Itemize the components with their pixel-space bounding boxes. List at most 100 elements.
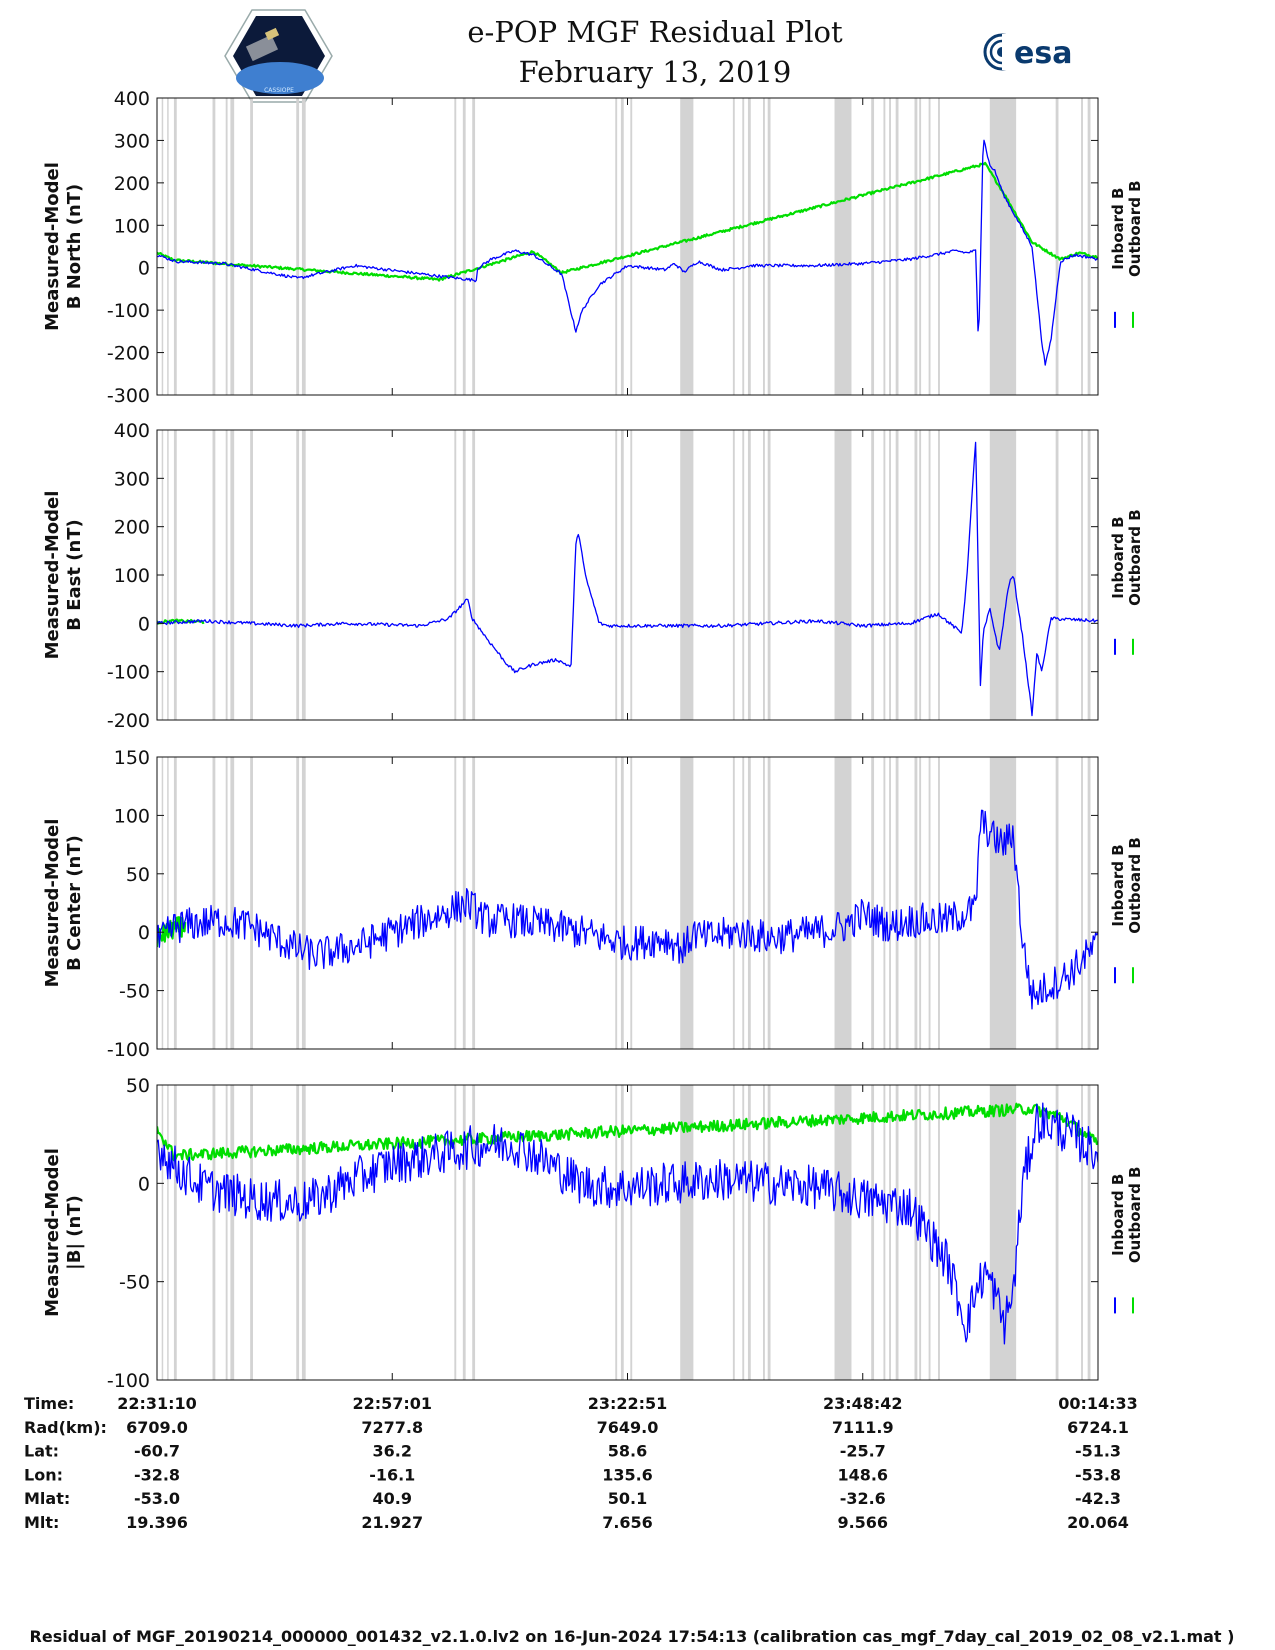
y-tick-label: -100 — [107, 662, 150, 684]
ephemeris-value: 40.9 — [373, 1489, 412, 1508]
y-axis-label-line2: B North (nT) — [64, 184, 85, 310]
gap-band — [834, 98, 852, 395]
gap-band — [914, 430, 918, 720]
y-tick-label: 150 — [114, 747, 150, 769]
gap-band — [1055, 757, 1059, 1049]
y-tick-label: 400 — [114, 420, 150, 442]
gap-band — [871, 1085, 875, 1380]
y-tick-label: 50 — [126, 1075, 150, 1097]
gap-band — [938, 1085, 940, 1380]
gap-band — [230, 757, 235, 1049]
data-gaps — [161, 757, 1091, 1049]
gap-band — [615, 98, 618, 395]
legend-inboard-label: Inboard B — [1109, 1174, 1127, 1256]
gap-band — [630, 430, 633, 720]
gap-band — [173, 98, 177, 395]
gap-band — [680, 430, 694, 720]
gap-band — [747, 430, 751, 720]
gap-band — [889, 1085, 891, 1380]
header: CASSIOPE e-POP MGF Residual Plot Februar… — [224, 9, 1072, 103]
ephemeris-value: 6709.0 — [126, 1418, 188, 1437]
gap-band — [620, 98, 624, 395]
legend-outboard-label: Outboard B — [1126, 837, 1144, 934]
ephemeris-row: Lon: -32.8 -16.1 135.6 148.6 -53.8 — [24, 1465, 1121, 1484]
gap-band — [620, 757, 624, 1049]
gap-band — [462, 757, 466, 1049]
y-tick-label: 0 — [138, 613, 150, 635]
inboard-series-line — [157, 139, 1098, 366]
gap-band — [834, 1085, 852, 1380]
y-axis-label-line1: Measured-Model — [42, 819, 63, 988]
gap-band — [1055, 1085, 1059, 1380]
gap-band — [914, 757, 918, 1049]
gap-band — [173, 430, 177, 720]
gap-band — [230, 430, 235, 720]
series-group — [157, 139, 1098, 366]
gap-band — [1081, 430, 1083, 720]
ephemeris-value: 58.6 — [608, 1442, 647, 1461]
gap-band — [919, 757, 922, 1049]
gap-band — [1087, 98, 1091, 395]
panel-center: 150 100 50 0 -50 -100 Measured-ModelB Center (… — [42, 747, 1144, 1061]
ephemeris-row-label: Lat: — [24, 1442, 59, 1461]
gap-band — [895, 98, 899, 395]
ephemeris-value: 23:22:51 — [588, 1394, 668, 1413]
ephemeris-value: -32.8 — [134, 1465, 180, 1484]
gap-band — [747, 1085, 751, 1380]
footer-caption: Residual of MGF_20190214_000000_001432_v… — [30, 1627, 1235, 1646]
esa-swirl-icon — [983, 33, 1022, 71]
legend-outboard-label: Outboard B — [1126, 509, 1144, 606]
gap-band — [763, 757, 765, 1049]
gap-band — [742, 757, 745, 1049]
gap-band — [871, 98, 875, 395]
y-axis-label-line1: Measured-Model — [42, 1148, 63, 1317]
gap-band — [895, 757, 899, 1049]
gap-band — [161, 98, 164, 395]
gap-band — [301, 757, 306, 1049]
gap-band — [989, 98, 1017, 395]
legend: Inboard B Outboard B — [1109, 509, 1144, 655]
gap-band — [620, 430, 624, 720]
legend: Inboard B Outboard B — [1109, 180, 1144, 328]
gap-band — [167, 1085, 169, 1380]
y-tick-label: 50 — [126, 864, 150, 886]
gap-band — [732, 757, 735, 1049]
y-tick-label: -200 — [107, 710, 150, 732]
gap-band — [919, 430, 922, 720]
ephemeris-row-label: Mlat: — [24, 1489, 70, 1508]
gap-band — [680, 98, 694, 395]
gap-band — [732, 430, 735, 720]
y-tick-label: -300 — [107, 385, 150, 407]
y-tick-label: 0 — [138, 1173, 150, 1195]
gap-band — [895, 1085, 899, 1380]
gap-band — [834, 430, 852, 720]
series-group — [157, 441, 1098, 717]
gap-band — [630, 1085, 633, 1380]
y-tick-label: 100 — [114, 805, 150, 827]
gap-band — [989, 1085, 1017, 1380]
ephemeris-row: Rad(km): 6709.0 7277.8 7649.0 7111.9 6724.1 — [24, 1418, 1129, 1437]
ephemeris-value: -60.7 — [134, 1442, 180, 1461]
gap-band — [763, 430, 765, 720]
y-axis-label-line2: B Center (nT) — [64, 835, 85, 971]
gap-band — [1087, 757, 1091, 1049]
gap-band — [938, 98, 940, 395]
y-axis-label: Measured-ModelB East (nT) — [42, 491, 85, 660]
ephemeris-value: -51.3 — [1075, 1442, 1121, 1461]
y-tick-label: -100 — [107, 300, 150, 322]
gap-band — [763, 98, 765, 395]
panel-north: 400 300 200 100 0 -100 -200 -300 Measured-ModelB… — [42, 88, 1144, 407]
ephemeris-value: 19.396 — [126, 1513, 188, 1532]
y-axis-label-line2: B East (nT) — [64, 519, 85, 631]
ephemeris-value: 7111.9 — [832, 1418, 894, 1437]
gap-band — [742, 1085, 745, 1380]
gap-band — [173, 1085, 177, 1380]
gap-band — [250, 98, 253, 395]
series-group — [157, 809, 1098, 1010]
ephemeris-value: 22:31:10 — [117, 1394, 197, 1413]
plot-date: February 13, 2019 — [519, 55, 792, 89]
ephemeris-row: Time: 22:31:10 22:57:01 23:22:51 23:48:42 00:… — [24, 1394, 1138, 1413]
ephemeris-value: 7649.0 — [597, 1418, 659, 1437]
gap-band — [225, 757, 228, 1049]
